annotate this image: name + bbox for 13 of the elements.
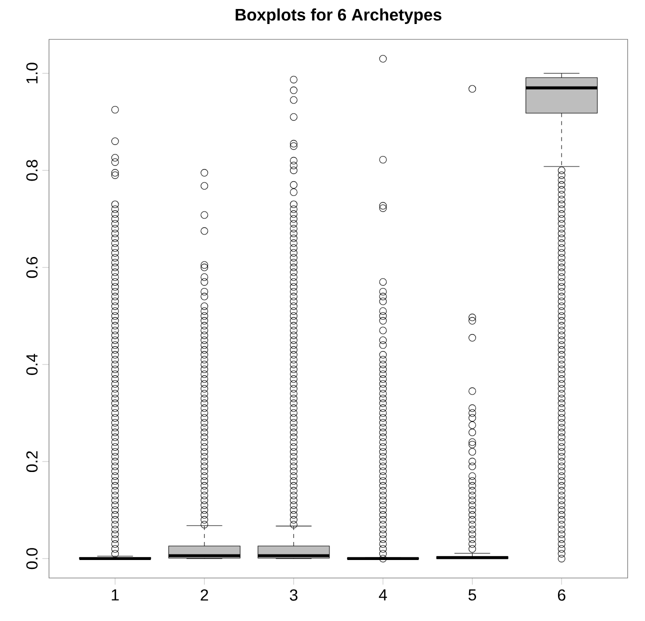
x-tick-label: 2 — [200, 589, 208, 601]
chart-title: Boxplots for 6 Archetypes — [236, 8, 442, 24]
x-tick-label: 5 — [468, 589, 476, 601]
x-tick-label: 1 — [112, 589, 119, 600]
x-tick-label: 4 — [378, 589, 387, 600]
x-tick-label: 6 — [558, 589, 566, 601]
y-tick-label: 0.2 — [26, 451, 38, 472]
y-tick-label: 0.0 — [26, 548, 38, 570]
y-tick-label: 0.8 — [26, 160, 38, 181]
y-tick-label: 0.6 — [26, 256, 38, 278]
y-tick-label: 1.0 — [26, 62, 38, 84]
x-tick-label: 3 — [290, 589, 298, 601]
y-tick-label: 0.4 — [26, 354, 38, 375]
